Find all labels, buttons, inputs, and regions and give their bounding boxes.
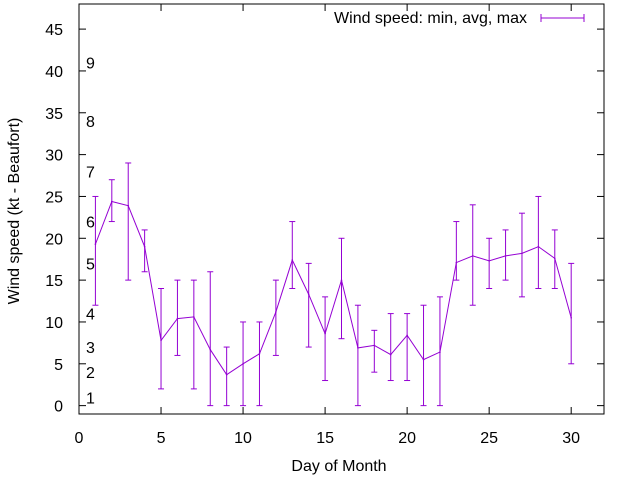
data-point xyxy=(111,200,113,203)
data-point xyxy=(373,344,376,347)
data-point xyxy=(471,255,474,257)
data-point xyxy=(275,311,277,313)
x-tick-label: 15 xyxy=(316,430,334,447)
data-point xyxy=(340,279,343,281)
data-point xyxy=(258,352,261,355)
x-tick-label: 25 xyxy=(480,430,498,447)
beaufort-label: 7 xyxy=(86,164,95,181)
plot-area xyxy=(78,3,605,415)
x-tick-label: 20 xyxy=(398,430,416,447)
beaufort-label: 2 xyxy=(86,365,95,382)
data-point xyxy=(143,245,146,248)
x-tick-label: 10 xyxy=(234,430,252,447)
y-axis-label: Wind speed (kt - Beaufort) xyxy=(6,118,23,305)
data-point xyxy=(537,245,540,248)
beaufort-scale-labels: 1 2 3 4 5 6 7 8 9 xyxy=(86,56,95,408)
x-axis-ticks: 0 5 10 15 20 25 30 xyxy=(75,4,580,447)
y-tick-label: 20 xyxy=(45,231,63,248)
beaufort-label: 6 xyxy=(86,215,95,232)
legend-label: Wind speed: min, avg, max xyxy=(334,10,527,27)
beaufort-label: 3 xyxy=(86,340,95,357)
plot-frame xyxy=(78,3,605,415)
data-point xyxy=(504,255,507,257)
beaufort-label: 8 xyxy=(86,114,95,131)
data-point xyxy=(307,293,310,296)
data-point xyxy=(406,334,408,337)
data-point xyxy=(242,362,244,365)
data-point xyxy=(439,351,441,353)
data-point xyxy=(324,332,326,335)
y-tick-label: 0 xyxy=(54,399,63,416)
data-point xyxy=(521,252,523,255)
data-point xyxy=(225,373,228,376)
y-tick-label: 25 xyxy=(45,189,63,206)
beaufort-label: 9 xyxy=(86,56,95,73)
data-point xyxy=(422,358,425,361)
y-tick-label: 30 xyxy=(45,148,63,165)
x-axis-label: Day of Month xyxy=(291,458,386,475)
y-tick-label: 40 xyxy=(45,64,63,81)
x-tick-label: 5 xyxy=(157,430,166,447)
legend: Wind speed: min, avg, max xyxy=(334,10,585,27)
beaufort-label: 4 xyxy=(86,307,95,324)
data-point xyxy=(193,316,195,318)
data-point xyxy=(455,261,458,264)
data-point xyxy=(389,353,392,356)
data-point xyxy=(488,260,490,262)
y-tick-label: 10 xyxy=(45,315,63,332)
data-point xyxy=(291,259,294,261)
y-tick-label: 35 xyxy=(45,106,63,123)
data-point xyxy=(570,316,572,319)
data-point xyxy=(553,257,556,260)
data-point xyxy=(94,243,97,245)
data-point xyxy=(176,317,179,320)
y-tick-label: 5 xyxy=(54,357,63,374)
data-point xyxy=(209,348,212,351)
y-tick-label: 45 xyxy=(45,22,63,39)
x-tick-label: 0 xyxy=(75,430,84,447)
series-layer xyxy=(92,162,575,407)
x-tick-label: 30 xyxy=(562,430,580,447)
beaufort-label: 1 xyxy=(86,390,95,407)
beaufort-label: 5 xyxy=(86,256,95,273)
data-point xyxy=(357,347,359,349)
y-tick-label: 15 xyxy=(45,273,63,290)
data-point xyxy=(160,339,162,342)
data-point xyxy=(127,204,130,207)
series-line xyxy=(94,200,572,376)
